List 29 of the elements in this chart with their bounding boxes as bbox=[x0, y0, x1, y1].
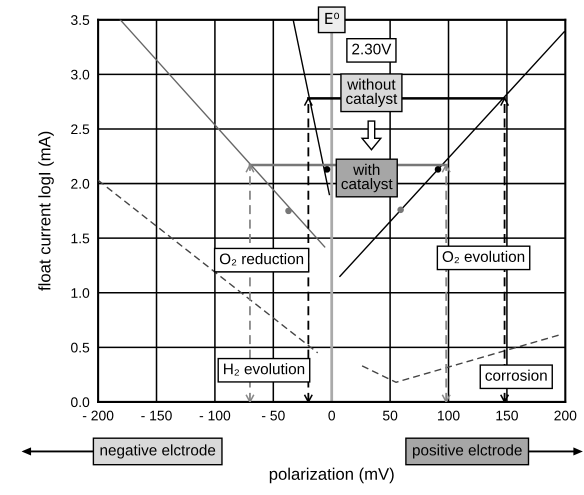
y-tick-label: 0.0 bbox=[71, 397, 90, 408]
annotation: with catalyst bbox=[342, 164, 393, 192]
x-tick-label: - 150 bbox=[141, 410, 172, 420]
y-axis-title: float current logI (mA) bbox=[38, 132, 54, 291]
ref-line-label: E⁰ bbox=[325, 12, 340, 24]
annotation: O₂ evolution bbox=[442, 250, 524, 264]
x-tick-label: 100 bbox=[438, 410, 460, 420]
x-tick-label: - 200 bbox=[82, 410, 114, 420]
x-tick-label: 50 bbox=[382, 410, 398, 420]
y-tick-label: 3.5 bbox=[71, 15, 90, 25]
text: positive elctrode bbox=[412, 444, 522, 459]
annotation: O₂ reduction bbox=[220, 253, 304, 266]
x-axis-title: polarization (mV) bbox=[270, 468, 394, 484]
x-tick-label: 150 bbox=[496, 410, 518, 420]
annotation: corrosion bbox=[485, 370, 547, 381]
text: negative elctrode bbox=[100, 444, 216, 459]
x-tick-label: 200 bbox=[554, 410, 576, 420]
y-tick-label: 1.0 bbox=[72, 288, 90, 298]
x-tick-label: 0 bbox=[328, 410, 336, 420]
x-tick-label: - 100 bbox=[200, 410, 230, 420]
y-tick-label: 1.5 bbox=[72, 234, 90, 244]
annotation: without catalyst bbox=[346, 78, 398, 108]
y-tick-label: 2.0 bbox=[71, 178, 90, 189]
y-tick-label: 3.0 bbox=[71, 70, 90, 80]
annotation: H₂ evolution bbox=[224, 363, 304, 376]
y-tick-label: 2.5 bbox=[71, 124, 90, 134]
x-tick-label: - 50 bbox=[262, 410, 285, 420]
annotation: 2.30V bbox=[352, 44, 392, 54]
y-tick-label: 0.5 bbox=[71, 342, 90, 353]
